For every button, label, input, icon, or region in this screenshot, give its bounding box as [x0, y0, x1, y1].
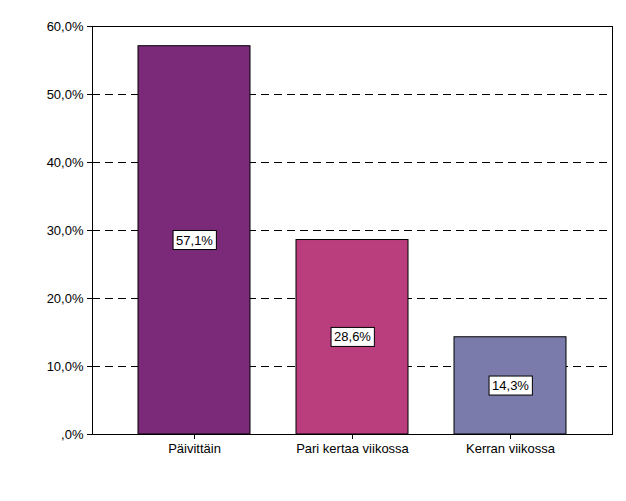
svg-text:30,0%: 30,0%: [47, 223, 84, 238]
svg-text:Kerran viikossa: Kerran viikossa: [466, 441, 556, 456]
svg-text:28,6%: 28,6%: [334, 329, 371, 344]
svg-text:Päivittäin: Päivittäin: [168, 441, 221, 456]
svg-text:Pari kertaa viikossa: Pari kertaa viikossa: [296, 441, 409, 456]
svg-text:,0%: ,0%: [61, 427, 84, 442]
svg-text:40,0%: 40,0%: [47, 155, 84, 170]
svg-text:20,0%: 20,0%: [47, 291, 84, 306]
svg-text:60,0%: 60,0%: [47, 19, 84, 34]
svg-text:10,0%: 10,0%: [47, 359, 84, 374]
svg-text:57,1%: 57,1%: [176, 233, 213, 248]
svg-text:50,0%: 50,0%: [47, 87, 84, 102]
svg-text:14,3%: 14,3%: [492, 378, 529, 393]
